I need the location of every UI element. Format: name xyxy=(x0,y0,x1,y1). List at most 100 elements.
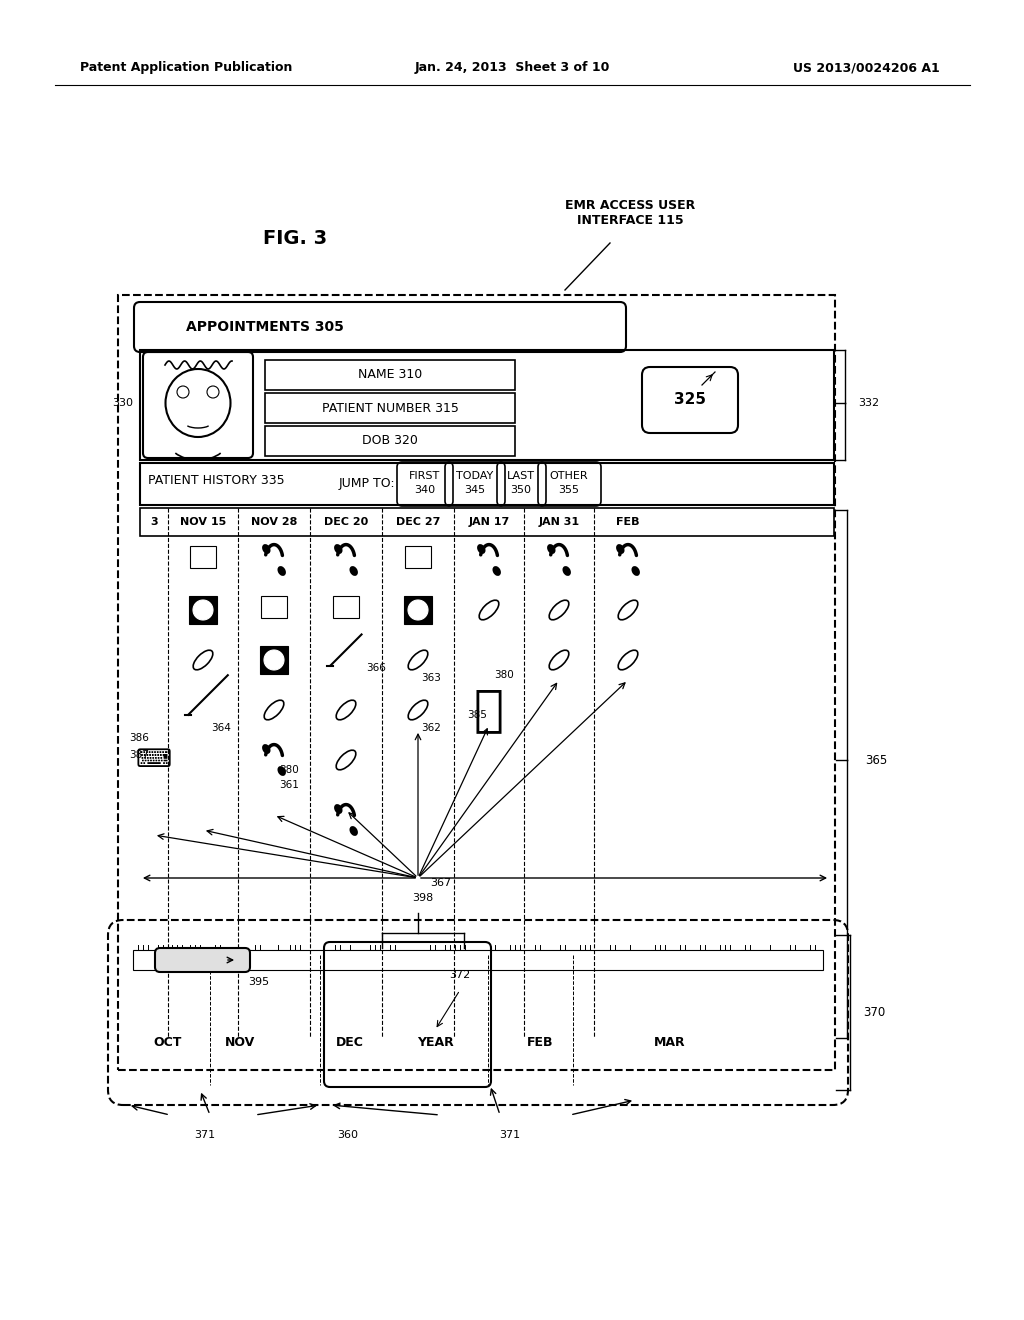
Text: DEC 20: DEC 20 xyxy=(324,517,368,527)
Ellipse shape xyxy=(633,568,639,576)
Ellipse shape xyxy=(617,545,624,553)
Text: FEB: FEB xyxy=(526,1036,553,1049)
Text: 360: 360 xyxy=(338,1130,358,1140)
Text: US 2013/0024206 A1: US 2013/0024206 A1 xyxy=(794,62,940,74)
Text: NOV 15: NOV 15 xyxy=(180,517,226,527)
Text: 350: 350 xyxy=(511,484,531,495)
Ellipse shape xyxy=(336,750,355,770)
Text: 362: 362 xyxy=(421,723,441,733)
Text: 364: 364 xyxy=(211,723,230,733)
Bar xyxy=(140,508,834,536)
Ellipse shape xyxy=(335,545,341,553)
Ellipse shape xyxy=(279,767,285,775)
Text: 340: 340 xyxy=(415,484,435,495)
FancyBboxPatch shape xyxy=(155,948,250,972)
Text: YEAR: YEAR xyxy=(417,1036,454,1049)
Circle shape xyxy=(177,385,189,399)
Bar xyxy=(333,595,359,618)
Circle shape xyxy=(193,601,213,620)
Text: OTHER: OTHER xyxy=(550,471,589,480)
Ellipse shape xyxy=(336,700,355,719)
Text: NOV 28: NOV 28 xyxy=(251,517,297,527)
Bar xyxy=(189,545,216,568)
Text: 363: 363 xyxy=(421,673,441,682)
Circle shape xyxy=(408,601,428,620)
Ellipse shape xyxy=(350,828,357,834)
Text: 371: 371 xyxy=(195,1130,216,1140)
Text: 395: 395 xyxy=(248,977,269,987)
Ellipse shape xyxy=(494,568,500,576)
Text: DOB 320: DOB 320 xyxy=(362,434,418,447)
Text: OCT: OCT xyxy=(154,1036,182,1049)
Ellipse shape xyxy=(264,700,284,719)
Text: 3: 3 xyxy=(151,517,158,527)
Text: NOV: NOV xyxy=(225,1036,255,1049)
Bar xyxy=(140,463,834,506)
Text: 385: 385 xyxy=(467,710,486,719)
Text: LAST: LAST xyxy=(507,471,535,480)
Text: 365: 365 xyxy=(865,754,887,767)
Text: EMR ACCESS USER
INTERFACE 115: EMR ACCESS USER INTERFACE 115 xyxy=(565,199,695,227)
Ellipse shape xyxy=(548,545,554,553)
Text: ✋: ✋ xyxy=(474,686,504,734)
Ellipse shape xyxy=(478,545,484,553)
Bar xyxy=(260,645,288,675)
Text: DEC 27: DEC 27 xyxy=(396,517,440,527)
Ellipse shape xyxy=(618,651,638,669)
Text: 345: 345 xyxy=(465,484,485,495)
Bar xyxy=(404,597,432,624)
Text: 325: 325 xyxy=(674,392,706,408)
Bar xyxy=(261,595,287,618)
Text: TODAY: TODAY xyxy=(457,471,494,480)
Ellipse shape xyxy=(549,651,568,669)
Text: 366: 366 xyxy=(366,663,386,673)
Bar xyxy=(265,393,515,422)
Ellipse shape xyxy=(549,601,568,620)
Bar xyxy=(189,597,217,624)
Text: JAN 31: JAN 31 xyxy=(539,517,580,527)
Circle shape xyxy=(207,385,219,399)
Ellipse shape xyxy=(350,568,357,576)
Bar xyxy=(133,950,823,970)
Text: 361: 361 xyxy=(279,780,299,789)
Ellipse shape xyxy=(263,545,269,553)
Bar xyxy=(140,350,834,459)
Circle shape xyxy=(264,649,284,671)
Ellipse shape xyxy=(563,568,570,576)
Ellipse shape xyxy=(166,370,230,437)
Text: 330: 330 xyxy=(112,399,133,408)
Text: 332: 332 xyxy=(858,399,880,408)
Ellipse shape xyxy=(409,651,428,669)
Ellipse shape xyxy=(335,805,341,813)
Text: APPOINTMENTS 305: APPOINTMENTS 305 xyxy=(186,319,344,334)
Text: 398: 398 xyxy=(413,894,433,903)
Text: 386: 386 xyxy=(129,733,150,743)
Ellipse shape xyxy=(279,568,285,576)
Bar xyxy=(265,360,515,389)
Text: FEB: FEB xyxy=(616,517,640,527)
Text: JAN 17: JAN 17 xyxy=(468,517,510,527)
Text: ⌨: ⌨ xyxy=(136,748,172,772)
Text: Patent Application Publication: Patent Application Publication xyxy=(80,62,293,74)
Text: FIG. 3: FIG. 3 xyxy=(263,228,327,248)
Ellipse shape xyxy=(409,700,428,719)
Text: NAME 310: NAME 310 xyxy=(357,368,422,381)
Ellipse shape xyxy=(263,744,269,752)
Ellipse shape xyxy=(618,601,638,620)
Text: 387: 387 xyxy=(129,750,150,760)
Text: DEC: DEC xyxy=(336,1036,364,1049)
Text: 355: 355 xyxy=(558,484,580,495)
Text: MAR: MAR xyxy=(654,1036,686,1049)
Text: 367: 367 xyxy=(430,878,452,888)
Text: 370: 370 xyxy=(863,1006,886,1019)
Text: 371: 371 xyxy=(500,1130,520,1140)
Text: FIRST: FIRST xyxy=(410,471,440,480)
Text: PATIENT HISTORY 335: PATIENT HISTORY 335 xyxy=(148,474,285,487)
Ellipse shape xyxy=(479,601,499,620)
Text: 380: 380 xyxy=(494,671,514,680)
Text: PATIENT NUMBER 315: PATIENT NUMBER 315 xyxy=(322,401,459,414)
Text: Jan. 24, 2013  Sheet 3 of 10: Jan. 24, 2013 Sheet 3 of 10 xyxy=(415,62,609,74)
Bar xyxy=(404,545,431,568)
Bar xyxy=(118,294,835,1071)
Text: 380: 380 xyxy=(279,766,299,775)
